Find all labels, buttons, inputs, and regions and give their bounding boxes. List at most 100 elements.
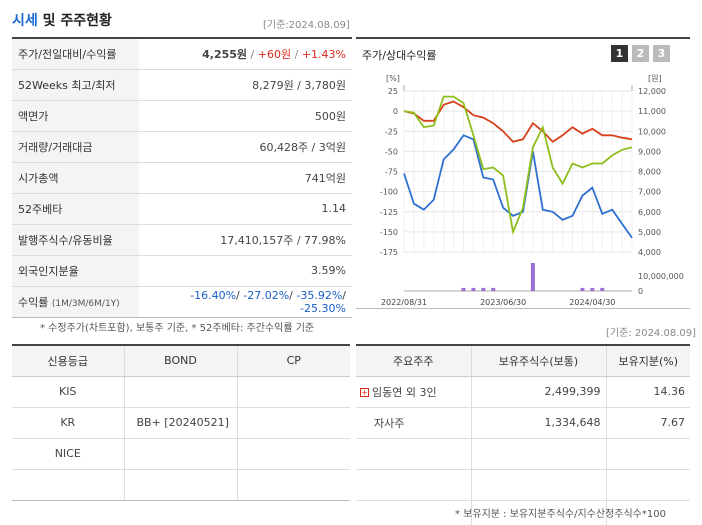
tab-1[interactable]: 1 [611, 45, 628, 62]
table-header: 신용등급 BOND CP [12, 344, 350, 377]
table-header: 주요주주 보유주식수(보통) 보유지분(%) [356, 344, 690, 377]
right-tick-label: 5,000 [638, 228, 661, 237]
left-tick-label: -150 [380, 228, 398, 237]
left-axis-unit: [%] [386, 74, 400, 83]
series-line [403, 134, 633, 239]
credit-rating-table: 신용등급 BOND CP KIS KR BB+ [20240521] NICE [12, 344, 350, 501]
expand-plus-icon[interactable]: + [360, 388, 369, 397]
table-row: 시가총액 741억원 [12, 161, 352, 193]
footnote-bottom: * 보유지분 : 보유지분주식수/지수산정주식수*100 [455, 509, 666, 520]
row-label: 시가총액 [12, 161, 139, 193]
header-pct: 보유지분(%) [605, 344, 690, 377]
shareholders-table: 주요주주 보유주식수(보통) 보유지분(%) + 임동연 외 3인 2,499,3… [356, 344, 690, 525]
price-rate: +1.43% [301, 47, 346, 61]
relative-return-chart: [%] [원] 25 0 -25 -50 -75 -100 -125 -150 -175 12,000… [380, 74, 684, 307]
section-title: 시세 및 주주현황 [12, 10, 112, 30]
series-line [403, 100, 633, 143]
x-tick-label: 2023/06/30 [480, 298, 526, 307]
shares-cell: 2,499,399 [470, 376, 606, 408]
x-tick-label: 2024/04/30 [569, 298, 615, 307]
table-row: 주가/전일대비/수익률 4,255원 / +60원 / +1.43% [12, 37, 352, 69]
header-rating: 신용등급 [12, 344, 124, 377]
bond-cell: BB+ [20240521] [123, 407, 237, 439]
row-value: 60,428주 / 3억원 [139, 130, 352, 162]
row-value: 1.14 [139, 192, 352, 224]
return-1m: -16.40% [190, 288, 237, 302]
left-tick-label: -25 [385, 127, 398, 136]
x-tick-label: 2022/08/31 [381, 298, 427, 307]
row-label: 52Weeks 최고/최저 [12, 68, 139, 100]
header-holder: 주요주주 [356, 344, 471, 377]
reference-date: [기준:2024.08.09] [263, 20, 350, 31]
left-tick-label: -50 [385, 147, 398, 156]
table-row: 자사주 1,334,648 7.67 [356, 407, 690, 439]
holder-name[interactable]: 임동연 외 3인 [372, 385, 437, 399]
series-line [403, 95, 633, 236]
row-value: 8,279원 / 3,780원 [139, 68, 352, 100]
table-row: KR BB+ [20240521] [12, 407, 350, 439]
right-tick-label: 6,000 [638, 208, 661, 217]
right-tick-label: 8,000 [638, 168, 661, 177]
row-value: 500원 [139, 99, 352, 131]
cp-cell [236, 438, 350, 470]
left-tick-label: -100 [380, 188, 398, 197]
left-tick-label: 0 [393, 107, 398, 116]
pct-cell: 14.36 [605, 376, 690, 408]
agency-cell: KR [12, 407, 124, 439]
return-3m: -27.02% [243, 288, 290, 302]
cp-cell [236, 376, 350, 408]
volume-bar [491, 287, 496, 291]
left-tick-label: -75 [385, 168, 398, 177]
current-price: 4,255원 [202, 47, 248, 61]
right-tick-label: 11,000 [638, 107, 666, 116]
price-cell: 4,255원 / +60원 / +1.43% [139, 37, 352, 69]
right-tick-label: 10,000 [638, 127, 666, 136]
row-label: 거래량/거래대금 [12, 130, 139, 162]
volume-bar [471, 287, 476, 291]
returns-cell: -16.40%/ -27.02%/ -35.92%/ -25.30% [139, 285, 352, 318]
holder-cell: 자사주 [356, 407, 471, 439]
table-row [356, 500, 690, 525]
right-tick-label: 7,000 [638, 188, 661, 197]
returns-label: 수익률 [18, 295, 49, 309]
agency-cell: NICE [12, 438, 124, 470]
bond-cell [123, 376, 237, 408]
table-row: 수익률 (1M/3M/6M/1Y) -16.40%/ -27.02%/ -35.… [12, 285, 352, 318]
volume-bar [461, 287, 466, 291]
volume-tick-label: 10,000,000 [638, 272, 684, 281]
left-tick-label: -175 [380, 248, 398, 257]
header-shares: 보유주식수(보통) [470, 344, 606, 377]
right-tick-label: 4,000 [638, 248, 661, 257]
agency-cell: KIS [12, 376, 124, 408]
quote-table: 주가/전일대비/수익률 4,255원 / +60원 / +1.43% 52Wee… [12, 37, 352, 318]
volume-bar [600, 287, 605, 291]
bond-cell [123, 469, 237, 501]
table-row: + 임동연 외 3인 2,499,399 14.36 [356, 376, 690, 408]
volume-bar [530, 263, 535, 291]
tab-2[interactable]: 2 [632, 45, 649, 62]
volume-bar [481, 287, 486, 291]
table-row [356, 438, 690, 470]
shares-cell: 1,334,648 [470, 407, 606, 439]
table-row: 52Weeks 최고/최저 8,279원 / 3,780원 [12, 68, 352, 100]
volume-tick-label: 0 [638, 287, 643, 296]
footnote-left: * 수정주가(차트포함), 보통주 기준, * 52주베타: 주간수익률 기준 [40, 323, 315, 334]
cp-cell [236, 407, 350, 439]
table-row: 52주베타 1.14 [12, 192, 352, 224]
table-row: 외국인지분율 3.59% [12, 254, 352, 286]
pct-cell: 7.67 [605, 407, 690, 439]
returns-periods: (1M/3M/6M/1Y) [51, 298, 120, 309]
header-cp: CP [236, 344, 350, 377]
title-rest: 및 주주현황 [37, 13, 112, 29]
cp-cell [236, 469, 350, 501]
left-tick-label: -125 [380, 208, 398, 217]
chart-title: 주가/상대수익률 [362, 49, 437, 62]
left-tick-label: 25 [388, 87, 398, 96]
header-bond: BOND [123, 344, 237, 377]
table-row [12, 469, 350, 501]
tab-3[interactable]: 3 [653, 45, 670, 62]
table-row: 거래량/거래대금 60,428주 / 3억원 [12, 130, 352, 162]
table-row: NICE [12, 438, 350, 470]
